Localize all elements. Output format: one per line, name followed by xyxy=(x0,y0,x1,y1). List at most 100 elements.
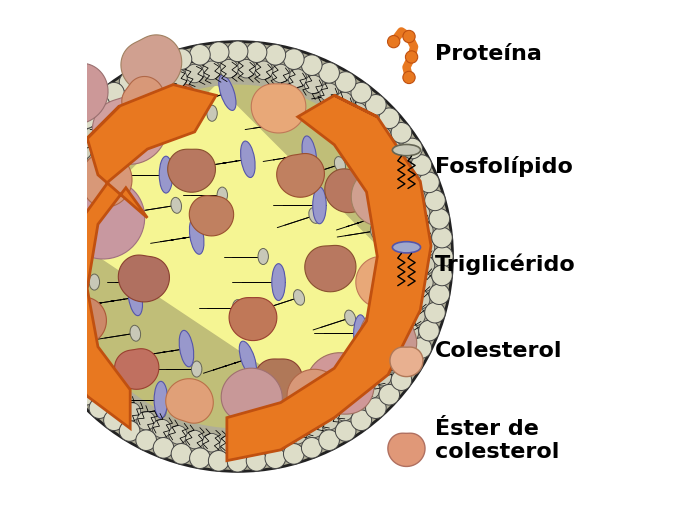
Circle shape xyxy=(336,72,356,92)
Circle shape xyxy=(40,239,59,257)
Circle shape xyxy=(349,392,367,410)
Circle shape xyxy=(366,94,386,115)
Circle shape xyxy=(384,141,402,160)
Ellipse shape xyxy=(108,126,122,162)
Circle shape xyxy=(284,444,304,464)
Ellipse shape xyxy=(273,428,284,444)
Circle shape xyxy=(185,430,204,449)
Ellipse shape xyxy=(284,377,294,392)
Ellipse shape xyxy=(360,361,371,377)
Circle shape xyxy=(95,380,114,399)
Circle shape xyxy=(45,204,64,223)
Circle shape xyxy=(56,171,75,190)
Polygon shape xyxy=(325,169,373,212)
Polygon shape xyxy=(349,126,395,173)
Circle shape xyxy=(336,421,356,441)
Circle shape xyxy=(36,172,57,193)
Circle shape xyxy=(136,63,156,83)
Circle shape xyxy=(108,103,127,121)
Ellipse shape xyxy=(393,242,421,253)
Circle shape xyxy=(400,171,419,190)
Circle shape xyxy=(75,384,97,405)
Circle shape xyxy=(56,323,75,342)
Polygon shape xyxy=(119,255,169,302)
Ellipse shape xyxy=(411,274,422,290)
Circle shape xyxy=(119,421,140,441)
Polygon shape xyxy=(277,153,325,198)
Circle shape xyxy=(425,190,445,211)
Circle shape xyxy=(391,123,412,143)
Circle shape xyxy=(414,221,433,240)
Circle shape xyxy=(36,320,57,341)
Polygon shape xyxy=(388,433,425,466)
Text: Éster de
colesterol: Éster de colesterol xyxy=(434,419,559,462)
Circle shape xyxy=(288,425,307,444)
Circle shape xyxy=(23,227,44,248)
Ellipse shape xyxy=(293,290,305,305)
Ellipse shape xyxy=(182,69,192,86)
Ellipse shape xyxy=(353,315,367,351)
Circle shape xyxy=(334,402,353,421)
Circle shape xyxy=(393,339,411,357)
Polygon shape xyxy=(122,76,164,120)
Circle shape xyxy=(64,370,84,390)
Circle shape xyxy=(89,94,110,115)
Polygon shape xyxy=(360,307,416,368)
Circle shape xyxy=(227,41,248,62)
Circle shape xyxy=(407,307,425,326)
Circle shape xyxy=(137,411,155,430)
Circle shape xyxy=(373,367,392,386)
Ellipse shape xyxy=(68,351,79,367)
Circle shape xyxy=(373,127,392,146)
Circle shape xyxy=(171,444,192,464)
Circle shape xyxy=(304,419,323,438)
Circle shape xyxy=(402,354,423,375)
Ellipse shape xyxy=(333,95,347,132)
Circle shape xyxy=(119,72,140,92)
Polygon shape xyxy=(356,256,402,308)
Circle shape xyxy=(73,141,92,160)
Circle shape xyxy=(366,398,386,419)
Ellipse shape xyxy=(324,402,335,418)
Ellipse shape xyxy=(154,381,168,418)
Ellipse shape xyxy=(120,105,130,121)
Circle shape xyxy=(400,323,419,342)
Circle shape xyxy=(429,284,449,305)
Circle shape xyxy=(271,430,290,449)
Ellipse shape xyxy=(372,198,390,233)
Circle shape xyxy=(351,83,371,103)
Circle shape xyxy=(237,435,256,453)
Polygon shape xyxy=(251,84,306,133)
Circle shape xyxy=(169,425,187,444)
Circle shape xyxy=(153,55,174,75)
Circle shape xyxy=(220,60,238,78)
Circle shape xyxy=(190,45,210,65)
Circle shape xyxy=(361,380,380,399)
Circle shape xyxy=(64,156,83,174)
Circle shape xyxy=(50,187,68,206)
Polygon shape xyxy=(189,196,234,236)
Circle shape xyxy=(89,398,110,419)
Ellipse shape xyxy=(88,197,101,234)
Circle shape xyxy=(220,435,238,453)
Ellipse shape xyxy=(309,208,320,223)
Circle shape xyxy=(66,85,410,428)
Polygon shape xyxy=(49,85,216,428)
Circle shape xyxy=(202,433,221,452)
Circle shape xyxy=(103,410,124,430)
Ellipse shape xyxy=(145,136,156,152)
Circle shape xyxy=(412,290,430,309)
Ellipse shape xyxy=(159,156,173,193)
Ellipse shape xyxy=(207,105,217,121)
Circle shape xyxy=(45,290,64,309)
Ellipse shape xyxy=(272,264,285,301)
Circle shape xyxy=(351,410,371,430)
Ellipse shape xyxy=(371,223,381,239)
Ellipse shape xyxy=(190,218,204,254)
Polygon shape xyxy=(40,63,108,125)
Ellipse shape xyxy=(140,274,151,290)
Circle shape xyxy=(53,138,73,159)
Ellipse shape xyxy=(278,115,289,131)
Circle shape xyxy=(208,42,229,63)
Ellipse shape xyxy=(302,136,316,172)
